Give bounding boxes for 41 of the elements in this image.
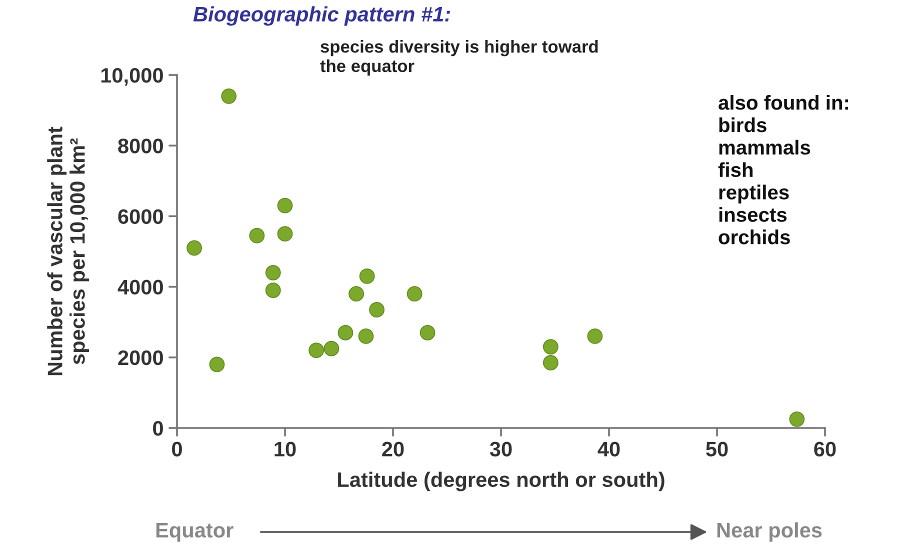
y-tick-label: 6000 — [118, 209, 163, 224]
point — [265, 264, 281, 280]
point — [221, 88, 237, 104]
point — [542, 339, 558, 355]
point — [265, 282, 281, 298]
point — [420, 324, 436, 340]
y-tick-label: 8000 — [118, 138, 163, 154]
x-tick-label: 50 — [706, 442, 728, 456]
text: Near poles — [717, 522, 822, 542]
point — [406, 286, 422, 302]
x-axis-title: Latitude (degrees north or south) — [338, 472, 664, 492]
point — [359, 268, 375, 284]
x-tick-label: 40 — [598, 442, 620, 456]
point — [587, 328, 603, 344]
point — [789, 411, 805, 427]
point — [369, 302, 385, 318]
y-tick-label: 10,000 — [101, 68, 163, 86]
chart-subtitle: species diversity is higher toward the equator — [320, 40, 598, 76]
x-tick-label: 0 — [172, 442, 182, 456]
x-tick-label: 30 — [490, 442, 512, 457]
y-axis-title: Number of vascular plant species per 10,000 km² — [47, 126, 89, 376]
point — [209, 356, 225, 372]
y-tick-label: 0 — [153, 421, 163, 436]
x-tick-label: 10 — [274, 442, 296, 456]
point — [277, 226, 293, 242]
point — [324, 340, 340, 356]
point — [277, 198, 293, 214]
point — [348, 286, 364, 302]
x-tick-label: 20 — [382, 442, 404, 456]
annotation: also found in: birds mammals fish reptiles insects orchids — [718, 95, 848, 244]
y-tick-label: 2000 — [118, 350, 163, 366]
point — [542, 354, 558, 370]
point — [186, 240, 202, 256]
point — [308, 342, 324, 358]
y-tick-label: 4000 — [118, 280, 163, 295]
point — [249, 228, 265, 244]
text: Equator — [156, 523, 234, 542]
x-tick-label: 60 — [814, 442, 836, 456]
point — [338, 324, 354, 340]
point — [358, 328, 374, 344]
chart-title: Biogeographic pattern #1: — [193, 6, 450, 26]
